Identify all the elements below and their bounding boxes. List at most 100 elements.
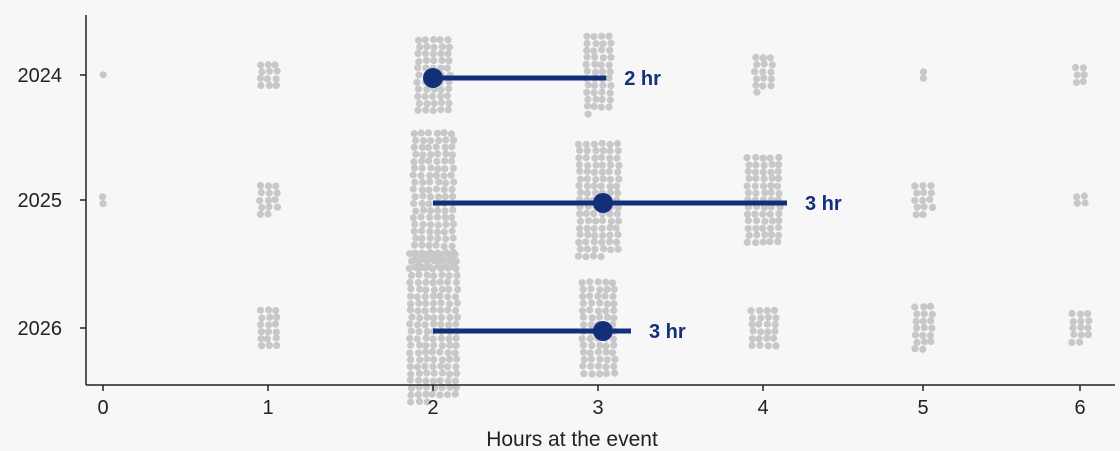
swarm-dot xyxy=(763,307,771,315)
swarm-dot xyxy=(761,231,769,239)
swarm-dot xyxy=(437,98,445,107)
swarm-dot xyxy=(429,377,438,385)
swarm-dot xyxy=(745,231,753,240)
swarm-dot xyxy=(582,238,590,246)
swarm-dot xyxy=(606,140,614,148)
swarm-dot xyxy=(583,88,591,96)
x-axis-title: Hours at the event xyxy=(486,428,658,451)
swarm-dot xyxy=(429,292,437,300)
swarm-dot xyxy=(438,313,446,322)
swarm-dot xyxy=(609,349,617,357)
swarm-dot xyxy=(453,271,461,279)
swarm-dot xyxy=(602,278,610,286)
swarm-dot xyxy=(266,313,274,321)
swarm-dot xyxy=(447,171,455,179)
swarm-dot xyxy=(607,217,615,225)
swarm-dot xyxy=(430,355,438,364)
swarm-dot xyxy=(428,390,436,398)
swarm-dot xyxy=(760,74,768,82)
swarm-dot xyxy=(743,210,752,218)
swarm-dot xyxy=(448,242,456,250)
swarm-dot xyxy=(413,78,421,86)
swarm-dot xyxy=(436,377,444,385)
swarm-dot xyxy=(423,313,431,321)
swarm-dot xyxy=(603,313,612,321)
swarm-dot xyxy=(927,182,935,190)
swarm-dot xyxy=(436,292,444,300)
swarm-dot xyxy=(444,106,452,114)
swarm-dot xyxy=(415,271,423,279)
swarm-dot xyxy=(418,186,426,194)
swarm-dot xyxy=(591,68,600,76)
swarm-dot xyxy=(756,341,764,349)
swarm-dot xyxy=(422,106,430,114)
median-point-2024 xyxy=(423,68,443,88)
swarm-dot xyxy=(743,154,751,162)
swarm-dot xyxy=(592,175,600,184)
swarm-dot xyxy=(606,210,614,218)
x-tick-label: 4 xyxy=(757,397,768,419)
swarm-dot xyxy=(423,398,431,406)
swarm-dot xyxy=(445,321,453,329)
swarm-dot xyxy=(445,85,453,93)
swarm-dot xyxy=(928,310,936,318)
swarm-dot xyxy=(419,192,427,200)
swarm-dot xyxy=(415,369,423,377)
swarm-dot xyxy=(614,231,622,239)
swarm-dot xyxy=(442,136,450,144)
swarm-dot xyxy=(444,264,452,272)
swarm-dot xyxy=(761,189,769,197)
swarm-dot xyxy=(582,60,590,68)
swarm-dot xyxy=(272,75,280,83)
swarm-dot xyxy=(441,192,449,201)
swarm-dot xyxy=(414,391,422,399)
swarm-dot xyxy=(441,165,449,173)
swarm-dot xyxy=(453,299,461,307)
swarm-dot xyxy=(602,363,610,371)
swarm-dot xyxy=(598,95,606,104)
swarm-dot xyxy=(612,224,620,232)
swarm-dot xyxy=(602,307,610,315)
swarm-dot xyxy=(425,157,433,165)
swarm-dot xyxy=(410,241,419,249)
swarm-dot xyxy=(412,136,420,144)
y-tick-labels: 2024 2025 2026 xyxy=(18,65,86,340)
swarm-dot xyxy=(578,307,587,315)
swarm-dot xyxy=(920,203,928,211)
swarm-dot xyxy=(579,341,588,349)
swarm-dot xyxy=(576,245,584,253)
swarm-dot xyxy=(583,245,592,253)
swarm-dot xyxy=(415,299,423,307)
swarm-dot xyxy=(450,178,458,186)
swarm-dot xyxy=(419,206,428,214)
swarm-dot xyxy=(421,293,429,301)
swarm-dot xyxy=(429,50,437,58)
swarm-dot xyxy=(590,168,599,176)
swarm-dot xyxy=(598,224,606,232)
swarm-dot xyxy=(599,54,608,62)
swarm-dot xyxy=(912,317,920,325)
swarm-dot xyxy=(413,293,421,301)
swarm-dot xyxy=(446,341,454,349)
swarm-dot xyxy=(579,285,587,293)
swarm-dot xyxy=(423,355,431,363)
swarm-dot xyxy=(615,217,623,225)
swarm-dot xyxy=(445,370,454,378)
swarm-dot xyxy=(452,320,460,328)
swarm-dot xyxy=(599,231,607,240)
swarm-dot xyxy=(583,182,592,190)
swarm-dot xyxy=(444,278,452,286)
swarm-dot xyxy=(594,362,603,370)
y-tick-label: 2025 xyxy=(18,190,63,212)
swarm-dot xyxy=(597,103,605,111)
swarm-dot xyxy=(408,257,416,265)
swarm-dot xyxy=(437,50,445,58)
swarm-dot xyxy=(416,43,424,51)
swarm-dot xyxy=(579,313,588,321)
swarm-dot xyxy=(421,348,430,356)
swarm-dot xyxy=(430,257,438,265)
swarm-dot xyxy=(926,331,935,340)
swarm-dot xyxy=(588,341,596,350)
swarm-dot xyxy=(419,220,427,229)
swarm-dot xyxy=(452,307,460,315)
